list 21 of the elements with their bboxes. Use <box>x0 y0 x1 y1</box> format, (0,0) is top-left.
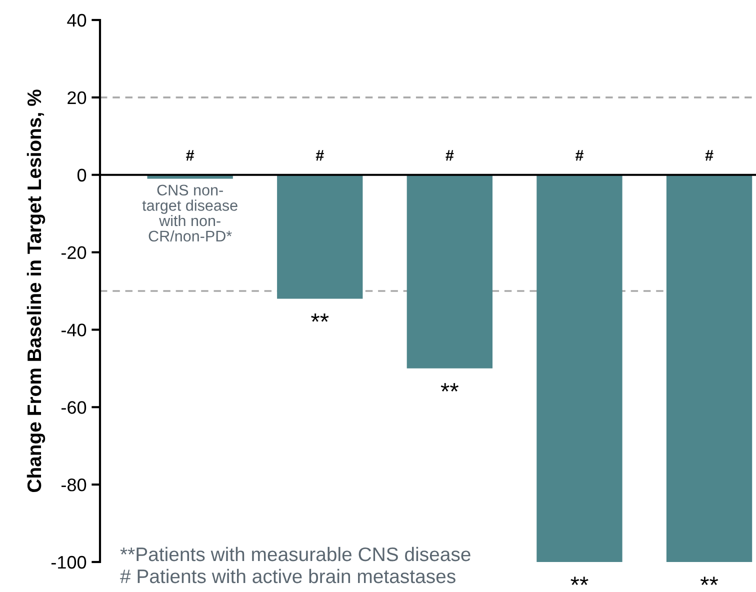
y-tick-label: -40 <box>62 324 86 336</box>
text: ** <box>700 576 718 586</box>
annotation: CNS non- target disease with non- CR/non-PD* <box>142 184 238 242</box>
annotation: # <box>316 150 324 161</box>
y-tick-label: 20 <box>68 91 86 104</box>
y-tick-label: -20 <box>62 246 86 260</box>
annotation: **Patients with measurable CNS disease <box>120 546 470 562</box>
y-tick-label: -80 <box>62 478 86 492</box>
text: ** <box>570 576 588 586</box>
annotation: # <box>575 150 584 161</box>
annotation: # <box>705 150 714 161</box>
annotation: ** <box>440 383 458 392</box>
y-tick-label: 0 <box>77 168 86 182</box>
annotation: ** <box>311 314 329 322</box>
y-tick-label: -100 <box>51 556 86 569</box>
y-tick-label: 40 <box>67 14 86 27</box>
y-axis-title: Change From Baseline in Target Lesions, % <box>26 90 46 492</box>
annotation: # <box>446 150 454 161</box>
y-tick-label: -60 <box>62 401 86 414</box>
annotation: # <box>186 150 194 161</box>
text: # Patients with active brain metastases <box>120 568 456 584</box>
